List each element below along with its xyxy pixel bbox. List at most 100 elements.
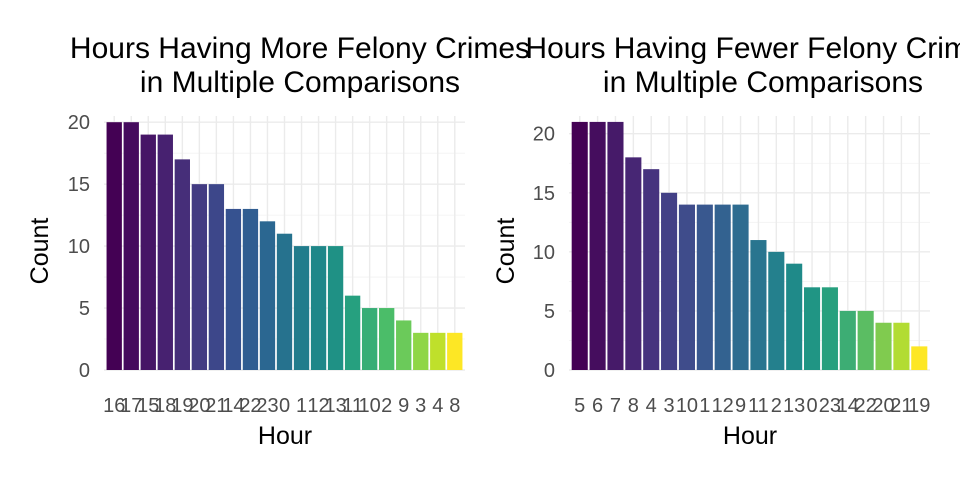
x-tick-label: 7 (610, 395, 621, 417)
bar-hour-21 (893, 322, 910, 370)
y-tick-label: 15 (68, 174, 90, 196)
x-tick-label: 5 (574, 395, 585, 417)
y-tick-label: 10 (68, 236, 90, 258)
bar-hour-11 (750, 240, 767, 370)
x-tick-label: 4 (646, 395, 657, 417)
x-tick-label: 9 (398, 395, 409, 417)
x-tick-label: 20 (872, 395, 894, 417)
y-tick-label: 0 (79, 360, 90, 382)
bar-hour-14 (839, 310, 856, 370)
x-tick-label: 12 (712, 395, 734, 417)
bar-hour-4 (643, 169, 660, 370)
bar-hour-4 (430, 332, 446, 370)
bar-hour-23 (259, 221, 276, 370)
bar-hour-0 (804, 287, 821, 370)
bar-hour-1 (293, 246, 310, 370)
bar-hour-10 (361, 308, 378, 370)
x-tick-label: 8 (628, 395, 639, 417)
bar-hour-9 (732, 204, 749, 370)
x-tick-label: 3 (415, 395, 426, 417)
bar-hour-19 (174, 159, 190, 370)
bar-hour-12 (714, 204, 731, 370)
x-axis-title: Hour (723, 422, 777, 450)
x-tick-label: 11 (342, 395, 363, 417)
x-tick-label: 23 (819, 395, 841, 417)
x-tick-label: 4 (432, 395, 443, 417)
y-tick-label: 20 (533, 124, 555, 146)
bar-hour-19 (911, 346, 928, 370)
x-tick-label: 11 (748, 395, 769, 417)
y-tick-label: 0 (544, 360, 555, 382)
x-tick-label: 23 (256, 395, 278, 417)
bar-hour-22 (242, 208, 259, 370)
bar-hour-20 (875, 322, 892, 370)
bar-hour-21 (208, 184, 225, 370)
bar-hour-8 (447, 332, 463, 370)
bar-hour-13 (327, 246, 344, 370)
x-tick-label: 1 (699, 395, 710, 417)
bar-hour-11 (344, 295, 361, 370)
x-tick-label: 15 (137, 395, 159, 417)
y-tick-label: 5 (544, 301, 555, 323)
x-tick-label: 3 (664, 395, 675, 417)
bar-hour-8 (625, 157, 642, 370)
bar-hour-6 (589, 121, 606, 370)
x-tick-label: 21 (890, 395, 912, 417)
bar-hour-3 (413, 332, 429, 370)
x-tick-label: 6 (592, 395, 603, 417)
x-tick-label: 22 (239, 395, 261, 417)
chart-title-line: Hours Having Fewer Felony Crimes (525, 32, 960, 65)
bar-hour-15 (140, 134, 156, 370)
x-tick-label: 12 (307, 395, 329, 417)
x-tick-label: 0 (806, 395, 817, 417)
x-tick-label: 19 (908, 395, 930, 417)
bar-hour-2 (768, 251, 785, 370)
x-tick-label: 9 (735, 395, 746, 417)
bar-hour-13 (786, 263, 803, 370)
x-tick-label: 21 (205, 395, 227, 417)
y-axis-title: Count (492, 218, 520, 285)
x-tick-label: 10 (676, 395, 698, 417)
x-tick-label: 13 (783, 395, 805, 417)
bar-hour-1 (696, 204, 713, 370)
bar-hour-5 (571, 121, 588, 370)
bar-hour-22 (857, 310, 874, 370)
bar-hour-7 (607, 121, 624, 370)
y-tick-label: 10 (533, 242, 555, 264)
bar-hour-20 (191, 184, 208, 370)
bar-hour-17 (123, 122, 139, 370)
chart-title: Hours Having Fewer Felony Crimes in Multi… (525, 32, 960, 99)
x-tick-label: 20 (188, 395, 210, 417)
x-tick-label: 22 (855, 395, 877, 417)
bar-hour-23 (821, 287, 838, 370)
bar-hour-16 (106, 122, 122, 370)
bar-hour-9 (396, 320, 412, 370)
y-axis-title: Count (26, 218, 54, 285)
bar-hour-18 (157, 134, 173, 370)
y-tick-label: 20 (68, 112, 90, 134)
x-tick-label: 8 (449, 395, 460, 417)
x-tick-label: 13 (324, 395, 346, 417)
chart-title-line: in Multiple Comparisons (603, 66, 923, 99)
chart-title-line: Hours Having More Felony Crimes (70, 32, 530, 65)
x-tick-label: 2 (381, 395, 392, 417)
x-tick-label: 10 (359, 395, 381, 417)
y-tick-label: 15 (533, 183, 555, 205)
x-tick-label: 16 (103, 395, 125, 417)
x-tick-label: 18 (154, 395, 176, 417)
bar-hour-0 (276, 233, 293, 370)
bar-hour-10 (678, 204, 695, 370)
x-tick-label: 0 (279, 395, 290, 417)
x-tick-label: 19 (171, 395, 193, 417)
bar-hour-14 (225, 208, 242, 370)
bar-hour-12 (310, 246, 327, 370)
x-tick-label: 14 (837, 395, 859, 417)
x-tick-label: 2 (771, 395, 782, 417)
y-tick-label: 5 (79, 298, 90, 320)
x-tick-label: 1 (296, 395, 307, 417)
bar-hour-3 (661, 192, 678, 370)
x-tick-label: 17 (120, 395, 142, 417)
